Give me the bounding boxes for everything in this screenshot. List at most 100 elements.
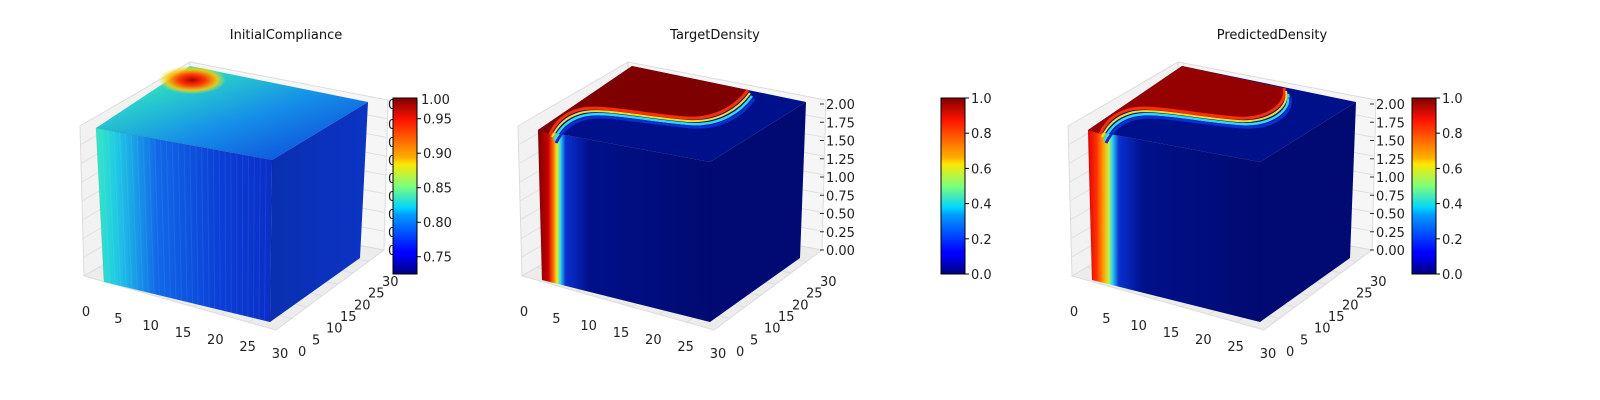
z-tick-label: 1.25	[826, 153, 855, 168]
x-tick-label: 25	[239, 340, 256, 355]
transition-band-red	[548, 89, 750, 135]
y-tick-label: 20	[792, 298, 809, 313]
voxel-line	[118, 132, 127, 288]
colorbar-tick-label: 0.80	[423, 216, 452, 231]
z-tick-label: 0	[388, 136, 396, 151]
transition-band-cyan	[1102, 93, 1290, 141]
z-tick-label: 1.50	[826, 135, 855, 150]
y-tick-label: 5	[1300, 333, 1308, 348]
transition-band-red	[1098, 87, 1286, 135]
y-tick-label: 5	[750, 333, 758, 348]
y-tick-label: 15	[778, 310, 795, 325]
transition-band-yellow	[551, 92, 751, 138]
y-tick-label: 20	[1342, 298, 1359, 313]
voxel-line	[130, 134, 138, 291]
colorbar: 0.0 0.2 0.4 0.6 0.8 1.0	[1411, 92, 1463, 283]
voxel-line	[177, 142, 182, 301]
voxel-line	[148, 137, 155, 295]
y-tick-label: 10	[326, 322, 343, 337]
y-tick-label: 20	[354, 298, 371, 313]
z-tick-label: 2.00	[826, 98, 855, 113]
voxel-line	[195, 146, 199, 305]
voxel-line	[247, 155, 250, 317]
colorbar-gradient	[1411, 97, 1437, 275]
y-tick-label: 25	[368, 287, 385, 302]
voxel-line	[113, 131, 122, 287]
transition-band-blue	[554, 98, 756, 144]
voxel-line	[171, 141, 177, 300]
z-tick-label: 1.00	[826, 171, 855, 186]
colorbar-tick-label: 0.75	[423, 251, 452, 266]
cube-right-face	[710, 102, 806, 322]
voxel-line	[183, 143, 188, 303]
x-tick-label: 10	[1130, 319, 1147, 334]
voxel-line	[189, 145, 194, 304]
z-tick-label: 0.50	[826, 208, 855, 223]
cube-edge	[95, 127, 273, 323]
z-tick-label: 0.25	[1376, 226, 1405, 241]
x-tick-label: 5	[114, 312, 122, 327]
z-tick-label: 0.75	[826, 189, 855, 204]
transition-band-cyan	[552, 95, 754, 141]
colorbar-tick-label: 0.0	[1442, 268, 1463, 283]
colorbar: 0.0 0.2 0.4 0.6 0.8 1.0	[940, 92, 992, 283]
transition-band-yellow	[1101, 90, 1288, 138]
colorbar-tick-label: 0.8	[1442, 127, 1463, 142]
voxel-line	[124, 133, 133, 289]
colorbar-tick-label: 0.6	[971, 162, 992, 177]
x-tick-label: 20	[207, 333, 224, 348]
z-tick-label: 1.75	[1376, 116, 1405, 131]
cube-top-face	[96, 66, 368, 160]
x-tick-label: 15	[1163, 326, 1180, 341]
x-tick-label: 10	[580, 319, 597, 334]
voxel-line	[218, 150, 221, 311]
colorbar-tick-label: 0.95	[423, 113, 452, 128]
colorbar-tick-label: 0.85	[423, 182, 452, 197]
z-tick-label: 1.75	[826, 116, 855, 131]
colorbar-tick-label: 1.00	[421, 93, 450, 108]
chart-title: InitialCompliance	[230, 28, 343, 43]
z-tick-label: 2.00	[1376, 98, 1405, 113]
y-tick-label: 10	[1314, 322, 1331, 337]
y-tick-label: 30	[820, 275, 837, 290]
z-tick-label: 1.00	[1376, 171, 1405, 186]
x-tick-label: 0	[520, 305, 528, 320]
colorbar-tick-label: 1.0	[1442, 92, 1463, 107]
x-tick-label: 30	[710, 347, 727, 362]
colorbar-tick-label: 0.8	[971, 127, 992, 142]
z-tick-label: 0	[388, 154, 396, 169]
z-tick-label: 1.25	[1376, 153, 1405, 168]
x-tick-label: 15	[175, 326, 192, 341]
y-tick-label: 25	[1356, 287, 1373, 302]
z-tick-label: 0	[388, 208, 396, 223]
z-tick-label: 0.75	[1376, 189, 1405, 204]
colorbar-tick-label: 0.4	[971, 198, 992, 213]
y-tick-label: 0	[298, 345, 306, 360]
colorbar: 0.75 0.80 0.85 0.90 0.95 1.00	[392, 93, 452, 275]
colorbar-tick-label: 0.0	[971, 268, 992, 283]
z-tick-label: 0.00	[1376, 244, 1405, 259]
z-tick-label: 0	[388, 190, 396, 205]
x-tick-label: 5	[552, 312, 560, 327]
voxel-line	[252, 156, 255, 319]
voxel-line	[212, 149, 216, 309]
z-tick-label: 0.25	[826, 226, 855, 241]
cube-edge	[537, 129, 711, 322]
x-tick-label: 15	[613, 326, 630, 341]
x-tick-label: 30	[272, 347, 289, 362]
voxel-line	[206, 148, 210, 308]
voxel-line	[224, 151, 227, 312]
chart-title: PredictedDensity	[1217, 28, 1328, 43]
x-tick-label: 25	[1227, 340, 1244, 355]
x-tick-label: 10	[142, 319, 159, 334]
y-tick-label: 15	[1328, 310, 1345, 325]
y-tick-label: 0	[1286, 345, 1294, 360]
y-tick-label: 5	[312, 333, 320, 348]
voxel-line	[258, 157, 261, 320]
y-tick-label: 15	[340, 310, 357, 325]
voxel-line	[263, 158, 267, 321]
z-tick-label: 0	[388, 226, 396, 241]
voxel-line	[160, 139, 166, 297]
